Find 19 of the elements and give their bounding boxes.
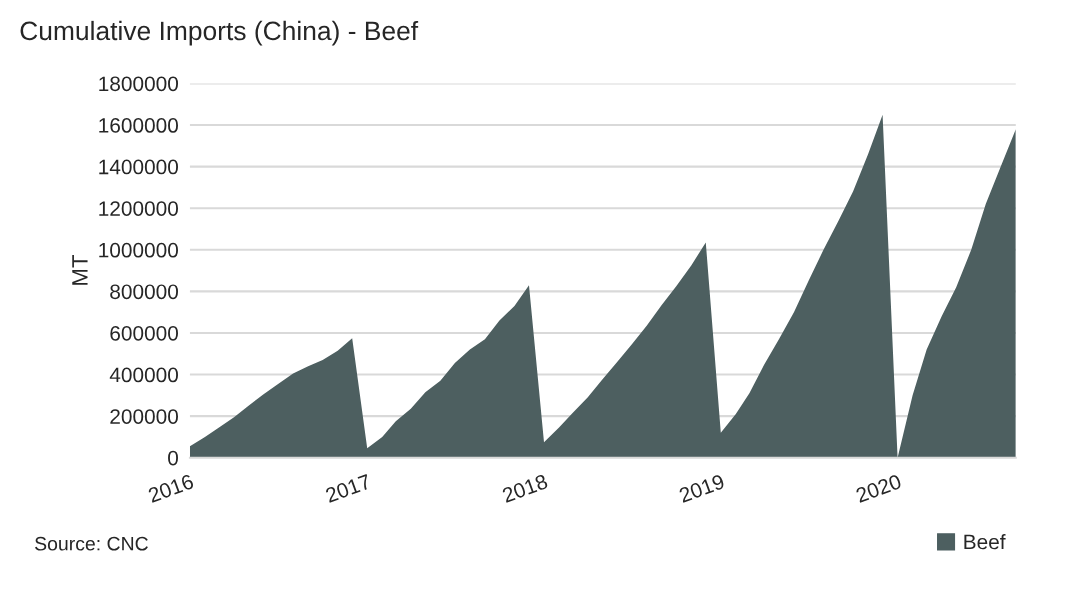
y-tick-label: 400000 bbox=[109, 367, 179, 383]
y-tick-label: 1000000 bbox=[99, 242, 179, 258]
y-axis-title: MT bbox=[72, 255, 88, 285]
x-tick-label: 2019 bbox=[678, 473, 726, 503]
y-tick-label: 800000 bbox=[110, 284, 179, 300]
y-tick-label: 1400000 bbox=[99, 159, 179, 175]
y-tick-label: 200000 bbox=[110, 409, 179, 424]
y-tick-label: 1200000 bbox=[99, 201, 179, 216]
y-tick-label: 0 bbox=[168, 450, 178, 466]
x-tick-label: 2018 bbox=[501, 473, 549, 503]
x-tick-label: 2016 bbox=[147, 473, 195, 503]
y-tick-label: 1800000 bbox=[99, 76, 179, 92]
y-tick-label: 600000 bbox=[110, 325, 179, 341]
x-tick-label: 2017 bbox=[324, 473, 372, 503]
y-tick-label: 1600000 bbox=[99, 118, 179, 133]
x-tick-label: 2020 bbox=[855, 473, 903, 503]
legend-label: Beef bbox=[964, 534, 1006, 550]
chart-title: Cumulative Imports (China) - Beef bbox=[20, 20, 419, 46]
source-note: Source: CNC bbox=[35, 536, 148, 551]
